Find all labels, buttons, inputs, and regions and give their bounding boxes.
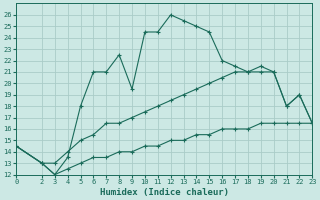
X-axis label: Humidex (Indice chaleur): Humidex (Indice chaleur) xyxy=(100,188,229,197)
